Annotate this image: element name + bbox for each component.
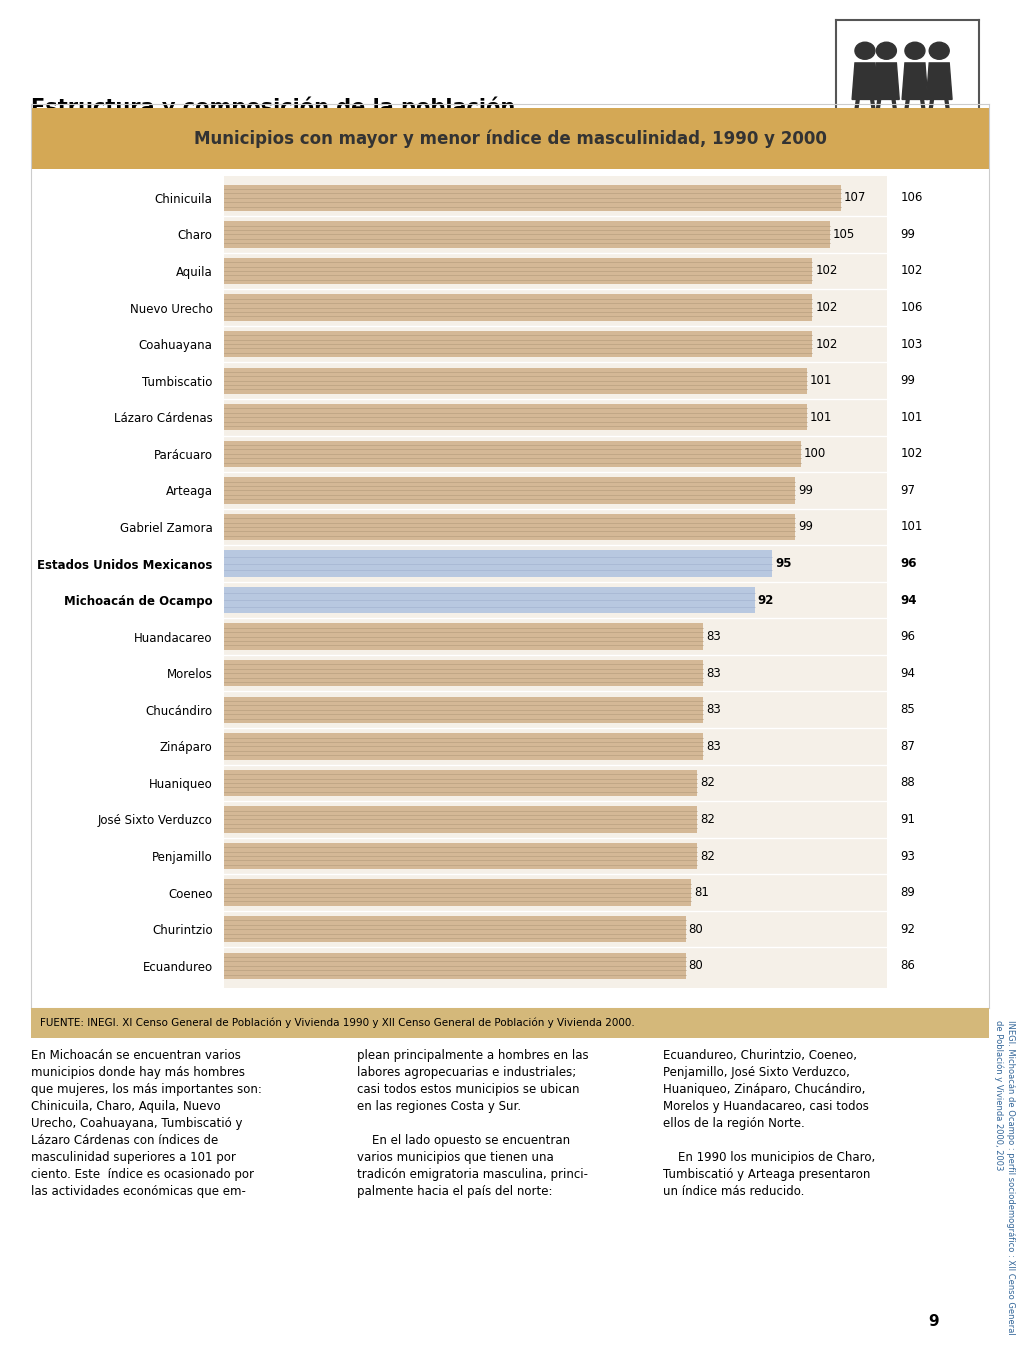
- Text: 100: 100: [803, 448, 825, 460]
- Text: 99: 99: [900, 227, 915, 241]
- Text: 81: 81: [694, 886, 708, 900]
- Text: 99: 99: [797, 484, 812, 497]
- Bar: [224, 806, 696, 832]
- Circle shape: [904, 42, 924, 60]
- Text: FUENTE: INEGI. XI Censo General de Población y Vivienda 1990 y XII Censo General: FUENTE: INEGI. XI Censo General de Pobla…: [40, 1017, 634, 1028]
- Bar: [224, 258, 812, 284]
- Text: 102: 102: [814, 300, 837, 314]
- Bar: [224, 770, 696, 796]
- Text: 82: 82: [699, 813, 714, 825]
- Bar: [224, 184, 841, 211]
- Text: 102: 102: [900, 264, 922, 277]
- Circle shape: [928, 42, 949, 60]
- Text: 101: 101: [809, 411, 832, 423]
- Text: 106: 106: [900, 300, 922, 314]
- Bar: [224, 879, 691, 905]
- Text: Ecuandureo, Churintzio, Coeneo,
Penjamillo, José Sixto Verduzco,
Huaniqueo, Ziná: Ecuandureo, Churintzio, Coeneo, Penjamil…: [662, 1049, 874, 1197]
- Text: 83: 83: [705, 630, 719, 643]
- Bar: [224, 478, 795, 503]
- Text: 95: 95: [774, 557, 791, 570]
- Text: 83: 83: [705, 667, 719, 679]
- Bar: [224, 222, 828, 248]
- Text: 102: 102: [814, 264, 837, 277]
- Text: 94: 94: [900, 594, 916, 606]
- Text: 80: 80: [688, 923, 702, 936]
- Text: 1990: 1990: [900, 152, 935, 165]
- Text: 86: 86: [900, 959, 915, 973]
- Text: 99: 99: [900, 375, 915, 387]
- Text: 96: 96: [900, 557, 916, 570]
- Text: En Michoacán se encuentran varios
municipios donde hay más hombres
que mujeres, : En Michoacán se encuentran varios munici…: [31, 1049, 261, 1197]
- Text: 9: 9: [927, 1314, 937, 1329]
- Text: Estructura y composición de la población: Estructura y composición de la población: [31, 96, 515, 118]
- Bar: [224, 843, 696, 869]
- Bar: [224, 331, 812, 357]
- Bar: [224, 405, 806, 430]
- Text: Porcentaje: Porcentaje: [523, 1020, 588, 1034]
- Text: 94: 94: [900, 667, 915, 679]
- Text: 83: 83: [705, 704, 719, 716]
- Text: 102: 102: [814, 338, 837, 350]
- Polygon shape: [901, 64, 927, 100]
- Text: 82: 82: [699, 777, 714, 789]
- Text: 103: 103: [900, 338, 922, 350]
- Text: Municipios con mayor y menor índice de masculinidad, 1990 y 2000: Municipios con mayor y menor índice de m…: [194, 130, 825, 147]
- Bar: [224, 660, 702, 686]
- Text: 101: 101: [900, 411, 922, 423]
- Text: 101: 101: [809, 375, 832, 387]
- Bar: [224, 624, 702, 649]
- Bar: [224, 587, 754, 613]
- Text: 85: 85: [900, 704, 914, 716]
- Polygon shape: [925, 64, 951, 100]
- Text: 102: 102: [900, 448, 922, 460]
- Bar: [224, 733, 702, 759]
- Text: 107: 107: [844, 191, 866, 204]
- Bar: [224, 916, 685, 942]
- Bar: [224, 953, 685, 980]
- Bar: [224, 514, 795, 540]
- Text: 105: 105: [832, 227, 854, 241]
- Text: 87: 87: [900, 740, 915, 752]
- Text: 82: 82: [699, 850, 714, 863]
- Text: 2000: 2000: [538, 138, 573, 152]
- Bar: [224, 295, 812, 321]
- Text: 80: 80: [688, 959, 702, 973]
- Text: 93: 93: [900, 850, 915, 863]
- Text: 89: 89: [900, 886, 915, 900]
- Text: 99: 99: [797, 521, 812, 533]
- Circle shape: [875, 42, 896, 60]
- Polygon shape: [851, 64, 877, 100]
- Text: 106: 106: [900, 191, 922, 204]
- Bar: [224, 697, 702, 723]
- Text: 96: 96: [900, 630, 915, 643]
- Bar: [224, 368, 806, 394]
- Bar: [224, 551, 771, 576]
- Text: 92: 92: [900, 923, 915, 936]
- Text: plean principalmente a hombres en las
labores agropecuarias e industriales;
casi: plean principalmente a hombres en las la…: [357, 1049, 588, 1197]
- Text: 92: 92: [757, 594, 773, 606]
- Text: 83: 83: [705, 740, 719, 752]
- Text: 88: 88: [900, 777, 914, 789]
- Text: INEGI. Michoacán de Ocampo : perfil sociodemográfico : XII Censo General
de Pobl: INEGI. Michoacán de Ocampo : perfil soci…: [994, 1020, 1014, 1334]
- Polygon shape: [872, 64, 899, 100]
- Text: 101: 101: [900, 521, 922, 533]
- Text: 97: 97: [900, 484, 915, 497]
- Circle shape: [854, 42, 874, 60]
- Text: 91: 91: [900, 813, 915, 825]
- Bar: [224, 441, 800, 467]
